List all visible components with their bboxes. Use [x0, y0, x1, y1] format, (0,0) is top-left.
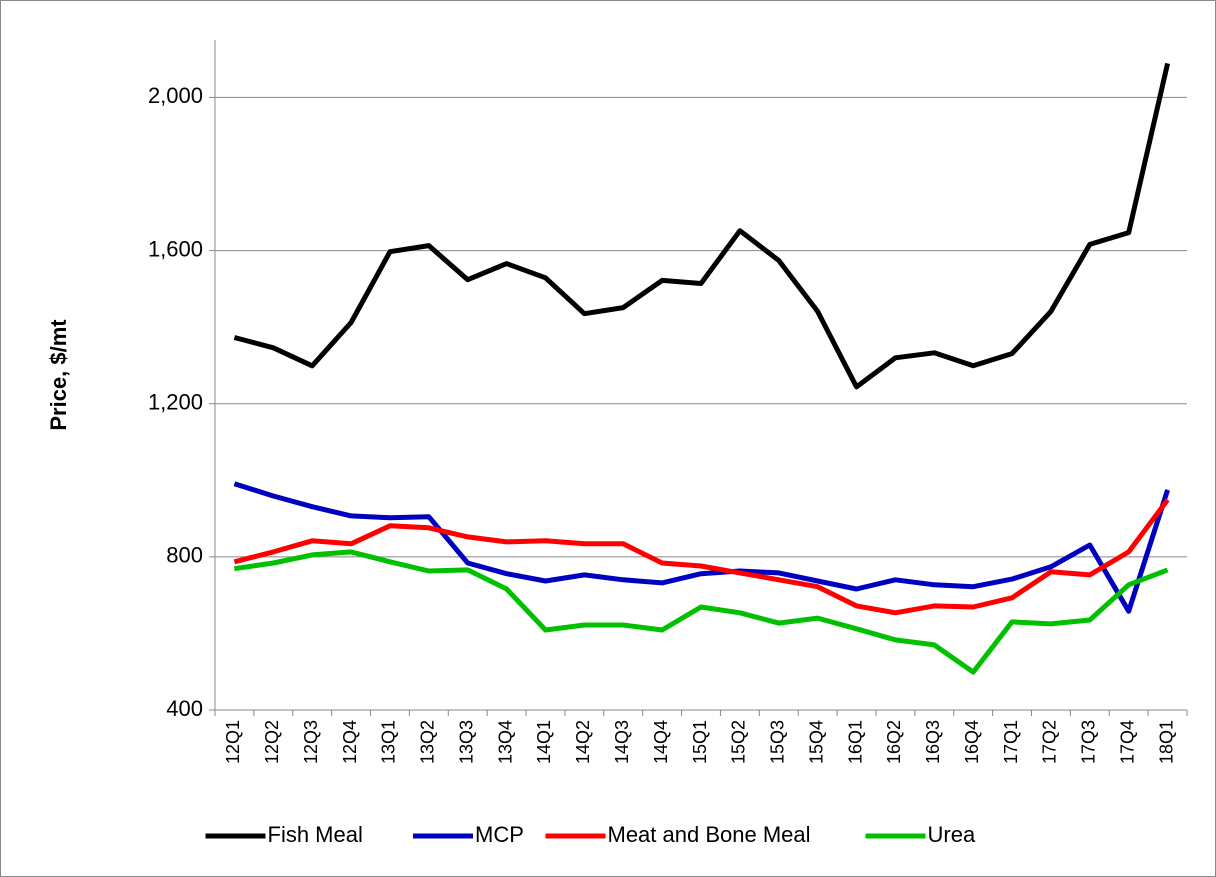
x-tick-label: 14Q4	[651, 720, 671, 764]
x-tick-label: 14Q1	[534, 720, 554, 764]
x-tick-label: 15Q3	[768, 720, 788, 764]
y-tick-label: 1,200	[148, 390, 203, 415]
legend-label: Urea	[928, 822, 976, 847]
x-tick-label: 15Q4	[806, 720, 826, 764]
x-tick-label: 14Q3	[612, 720, 632, 764]
legend-label: Meat and Bone Meal	[608, 822, 811, 847]
y-tick-label: 1,600	[148, 236, 203, 261]
series-line	[233, 62, 1171, 390]
x-tick-label: 17Q1	[1001, 720, 1021, 764]
y-tick-label: 2,000	[148, 83, 203, 108]
series-line	[233, 498, 1170, 616]
x-tick-label: 17Q4	[1117, 720, 1137, 764]
x-tick-label: 12Q2	[262, 720, 282, 764]
series-line	[233, 481, 1170, 614]
x-tick-label: 16Q2	[884, 720, 904, 764]
series-line	[234, 549, 1169, 675]
x-tick-label: 18Q1	[1156, 720, 1176, 764]
y-tick-label: 800	[166, 543, 203, 568]
x-tick-label: 13Q1	[379, 720, 399, 764]
x-tick-label: 13Q4	[495, 720, 515, 764]
x-tick-label: 13Q3	[456, 720, 476, 764]
x-tick-label: 12Q4	[340, 720, 360, 764]
legend-label: MCP	[475, 822, 524, 847]
x-tick-label: 17Q3	[1079, 720, 1099, 764]
x-tick-label: 16Q1	[845, 720, 865, 764]
legend-label: Fish Meal	[268, 822, 363, 847]
y-axis-title: Price, $/mt	[46, 319, 71, 431]
x-tick-label: 12Q1	[223, 720, 243, 764]
x-tick-label: 12Q3	[301, 720, 321, 764]
y-tick-label: 400	[166, 696, 203, 721]
x-tick-label: 14Q2	[573, 720, 593, 764]
x-tick-label: 16Q4	[962, 720, 982, 764]
x-tick-label: 16Q3	[923, 720, 943, 764]
x-tick-label: 17Q2	[1040, 720, 1060, 764]
x-tick-label: 15Q1	[690, 720, 710, 764]
x-tick-label: 15Q2	[729, 720, 749, 764]
x-tick-label: 13Q2	[418, 720, 438, 764]
